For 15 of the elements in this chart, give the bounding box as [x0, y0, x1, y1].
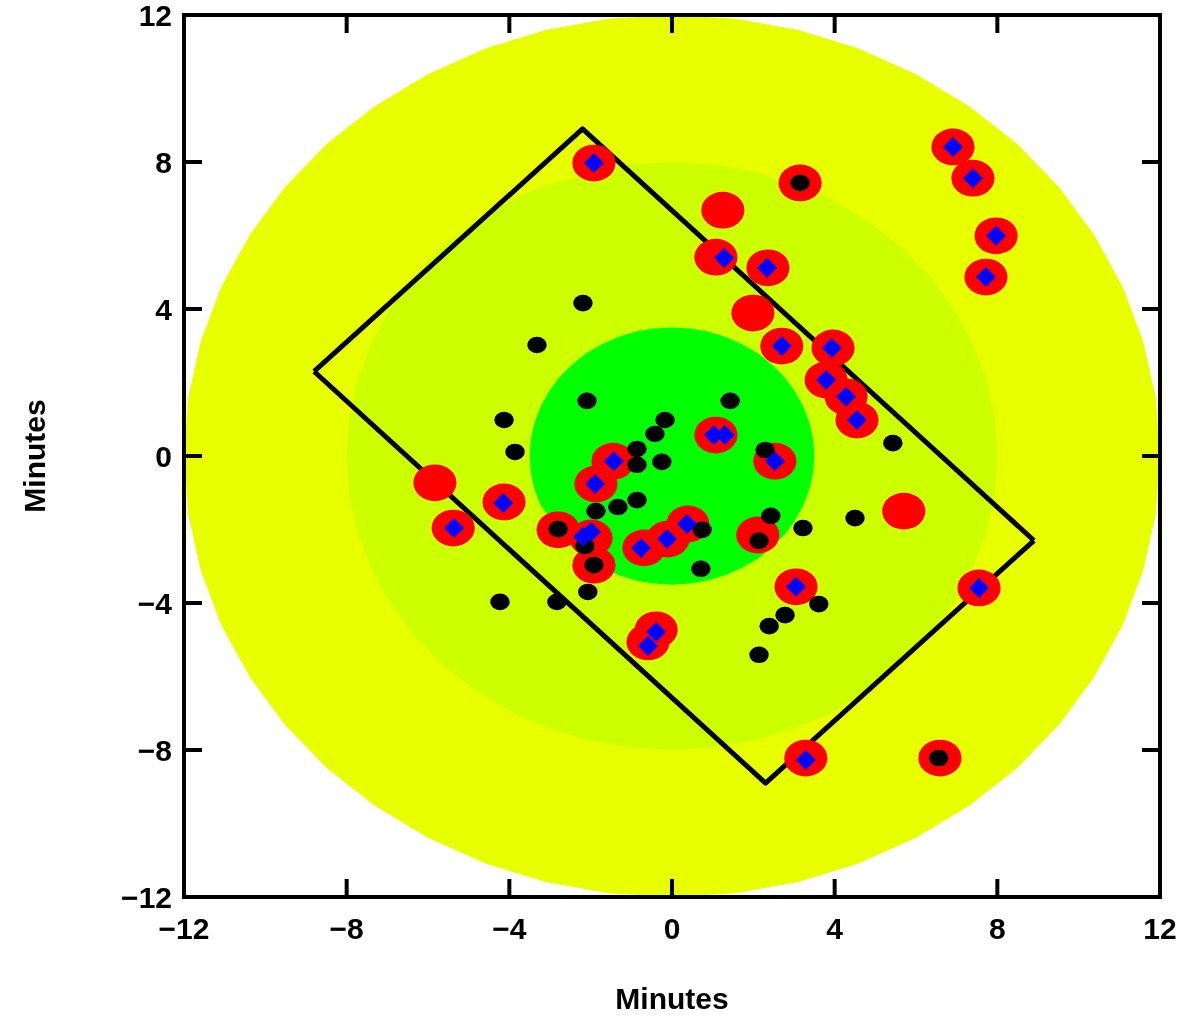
y-tick-label: 8: [155, 145, 172, 179]
x-tick-label: −4: [492, 912, 527, 945]
x-axis-title: Minutes: [615, 982, 729, 1015]
x-tick-label: 4: [826, 912, 844, 945]
x-tick-label: 0: [663, 912, 681, 945]
y-tick-label: −4: [137, 586, 173, 620]
y-tick-label: 4: [155, 292, 173, 326]
y-tick-label: −12: [121, 880, 172, 914]
y-tick-label: −8: [137, 733, 172, 767]
y-tick-label: 0: [155, 439, 172, 473]
y-tick-label: 12: [138, 0, 172, 32]
x-tick-label: 8: [988, 912, 1006, 945]
y-axis-title: Minutes: [18, 399, 51, 513]
x-tick-label: −8: [329, 912, 364, 945]
x-tick-label: 12: [1143, 912, 1177, 945]
